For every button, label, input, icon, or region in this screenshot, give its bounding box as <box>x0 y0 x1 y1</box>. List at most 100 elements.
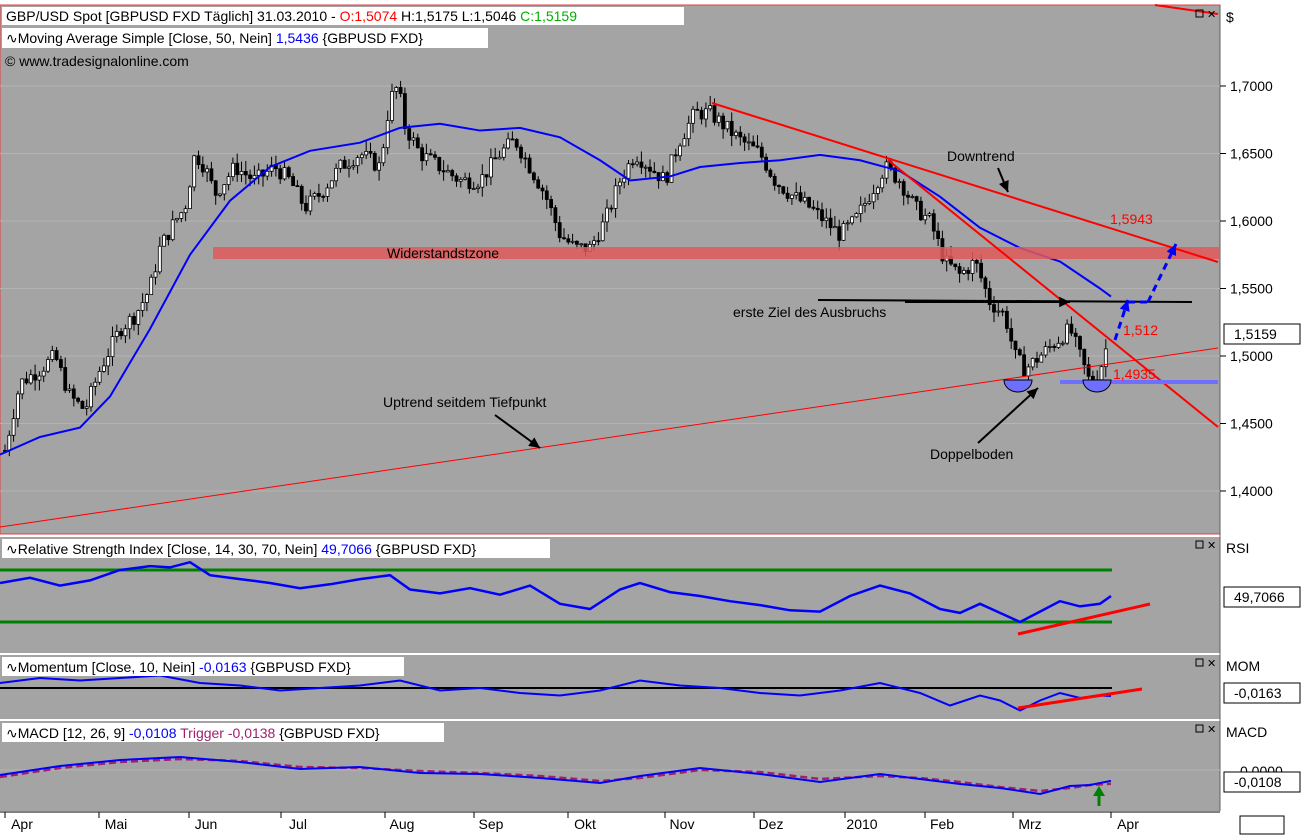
candle <box>992 304 996 313</box>
candle <box>166 234 171 241</box>
candle <box>192 155 197 188</box>
candle <box>144 294 149 303</box>
candle <box>450 170 455 177</box>
candle <box>445 170 450 173</box>
candle <box>488 157 493 178</box>
candle <box>953 263 958 268</box>
candle <box>721 115 725 130</box>
close-icon: ✕ <box>1207 724 1216 736</box>
candle <box>854 213 859 218</box>
candle <box>338 159 343 169</box>
candle <box>347 166 351 169</box>
candle <box>648 166 652 172</box>
candle <box>33 374 37 381</box>
candle <box>454 175 459 182</box>
candle <box>15 393 20 420</box>
candle <box>910 196 915 198</box>
arrow-head <box>999 180 1009 192</box>
price-panel-buttons[interactable]: ✕ <box>1195 9 1216 21</box>
macd-line <box>0 755 1112 796</box>
candle <box>837 226 842 241</box>
candle <box>441 170 446 173</box>
candle <box>1099 366 1104 381</box>
x-tick-label: Dez <box>759 816 784 832</box>
candle <box>381 147 386 164</box>
candle <box>226 176 231 186</box>
candle <box>639 161 644 168</box>
y-tick-label: 1,4000 <box>1230 483 1273 499</box>
candle <box>777 184 781 188</box>
x-tick-label: Apr <box>11 816 33 832</box>
ma-prefix: Moving Average Simple [Close, 50, Nein] <box>18 30 276 46</box>
candle <box>1086 364 1091 377</box>
candle <box>1039 354 1044 363</box>
candle <box>1056 342 1061 348</box>
candle <box>329 180 334 189</box>
candle <box>205 168 210 173</box>
arrow-head <box>1059 296 1070 308</box>
candle <box>248 174 253 179</box>
close-icon: ✕ <box>1207 9 1216 21</box>
candle <box>884 161 889 179</box>
candle <box>544 190 549 200</box>
candle <box>863 203 867 206</box>
candle <box>1073 332 1078 337</box>
candle <box>1052 345 1057 348</box>
candle <box>351 165 356 168</box>
candle <box>983 277 988 289</box>
candle <box>394 87 399 92</box>
candle <box>11 418 16 436</box>
candle <box>368 151 373 154</box>
candle <box>175 217 179 221</box>
candle <box>140 302 145 311</box>
annotation-downtrend: Downtrend <box>947 148 1015 164</box>
candle <box>931 213 936 232</box>
candle <box>708 105 713 110</box>
candle <box>119 331 123 337</box>
x-tick-label: Mrz <box>1018 816 1041 832</box>
candle <box>673 154 678 157</box>
arrow-head <box>1026 388 1038 400</box>
candle <box>751 141 756 147</box>
header-highlow: H:1,5175 L:1,5046 <box>397 8 520 24</box>
header-open: O:1,5074 <box>340 8 398 24</box>
x-tick-label: Sep <box>479 816 504 832</box>
candle <box>609 207 614 210</box>
candle <box>471 188 476 190</box>
rsi-panel-buttons[interactable]: ✕ <box>1195 540 1216 552</box>
price-header: GBP/USD Spot [GBPUSD FXD Täglich] 31.03.… <box>6 8 577 24</box>
macd-panel-buttons[interactable]: ✕ <box>1195 724 1216 736</box>
last-price-badge: 1,5159 <box>1234 326 1277 342</box>
candle <box>824 217 829 222</box>
candle <box>420 147 425 162</box>
candle <box>89 386 93 408</box>
macd-badge: -0,0108 <box>1234 774 1282 790</box>
macd-header: ∿MACD [12, 26, 9] -0,0108 Trigger -0,013… <box>6 725 380 741</box>
candle <box>880 177 885 189</box>
mom-panel-buttons[interactable]: ✕ <box>1195 658 1216 670</box>
candle <box>716 115 721 123</box>
candle <box>239 171 244 176</box>
candle <box>966 269 971 274</box>
candle <box>428 153 433 156</box>
candle <box>1017 349 1022 356</box>
candle <box>355 157 360 167</box>
candle <box>996 310 1001 313</box>
candle <box>170 219 175 241</box>
candle <box>321 195 326 198</box>
candle <box>153 271 158 278</box>
candle <box>867 201 872 204</box>
candle <box>536 179 541 189</box>
candle <box>858 204 863 215</box>
candle <box>553 207 558 224</box>
candle <box>1000 310 1005 313</box>
candle <box>415 137 420 149</box>
candle <box>424 153 429 162</box>
candle <box>1026 366 1031 377</box>
candle <box>635 161 639 165</box>
y-tick-label: 1,6500 <box>1230 146 1273 162</box>
candle <box>927 213 932 216</box>
candle <box>278 168 283 180</box>
arrow-uptrend <box>494 414 541 449</box>
candle <box>755 145 760 148</box>
